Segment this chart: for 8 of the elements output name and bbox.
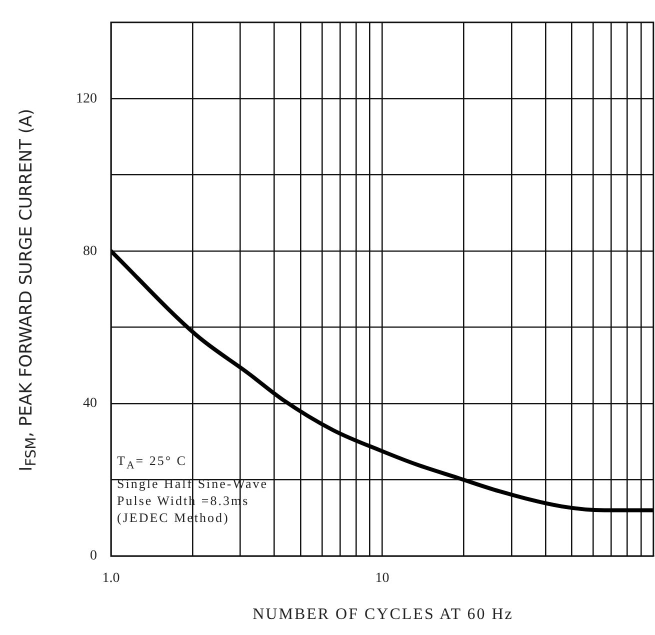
annotation: T$_{A}$= 25° C [117, 452, 188, 474]
y-tick-label: 0 [90, 548, 97, 564]
y-tick-label: 120 [76, 91, 97, 106]
x-tick-label: 10 [375, 571, 390, 586]
y-tick-label: 80 [83, 244, 97, 259]
x-axis-title: NUMBER OF CYCLES AT 60 Hz [252, 606, 514, 624]
x-tick-label: 1.0 [102, 571, 120, 586]
y-tick-label: 40 [83, 396, 97, 412]
